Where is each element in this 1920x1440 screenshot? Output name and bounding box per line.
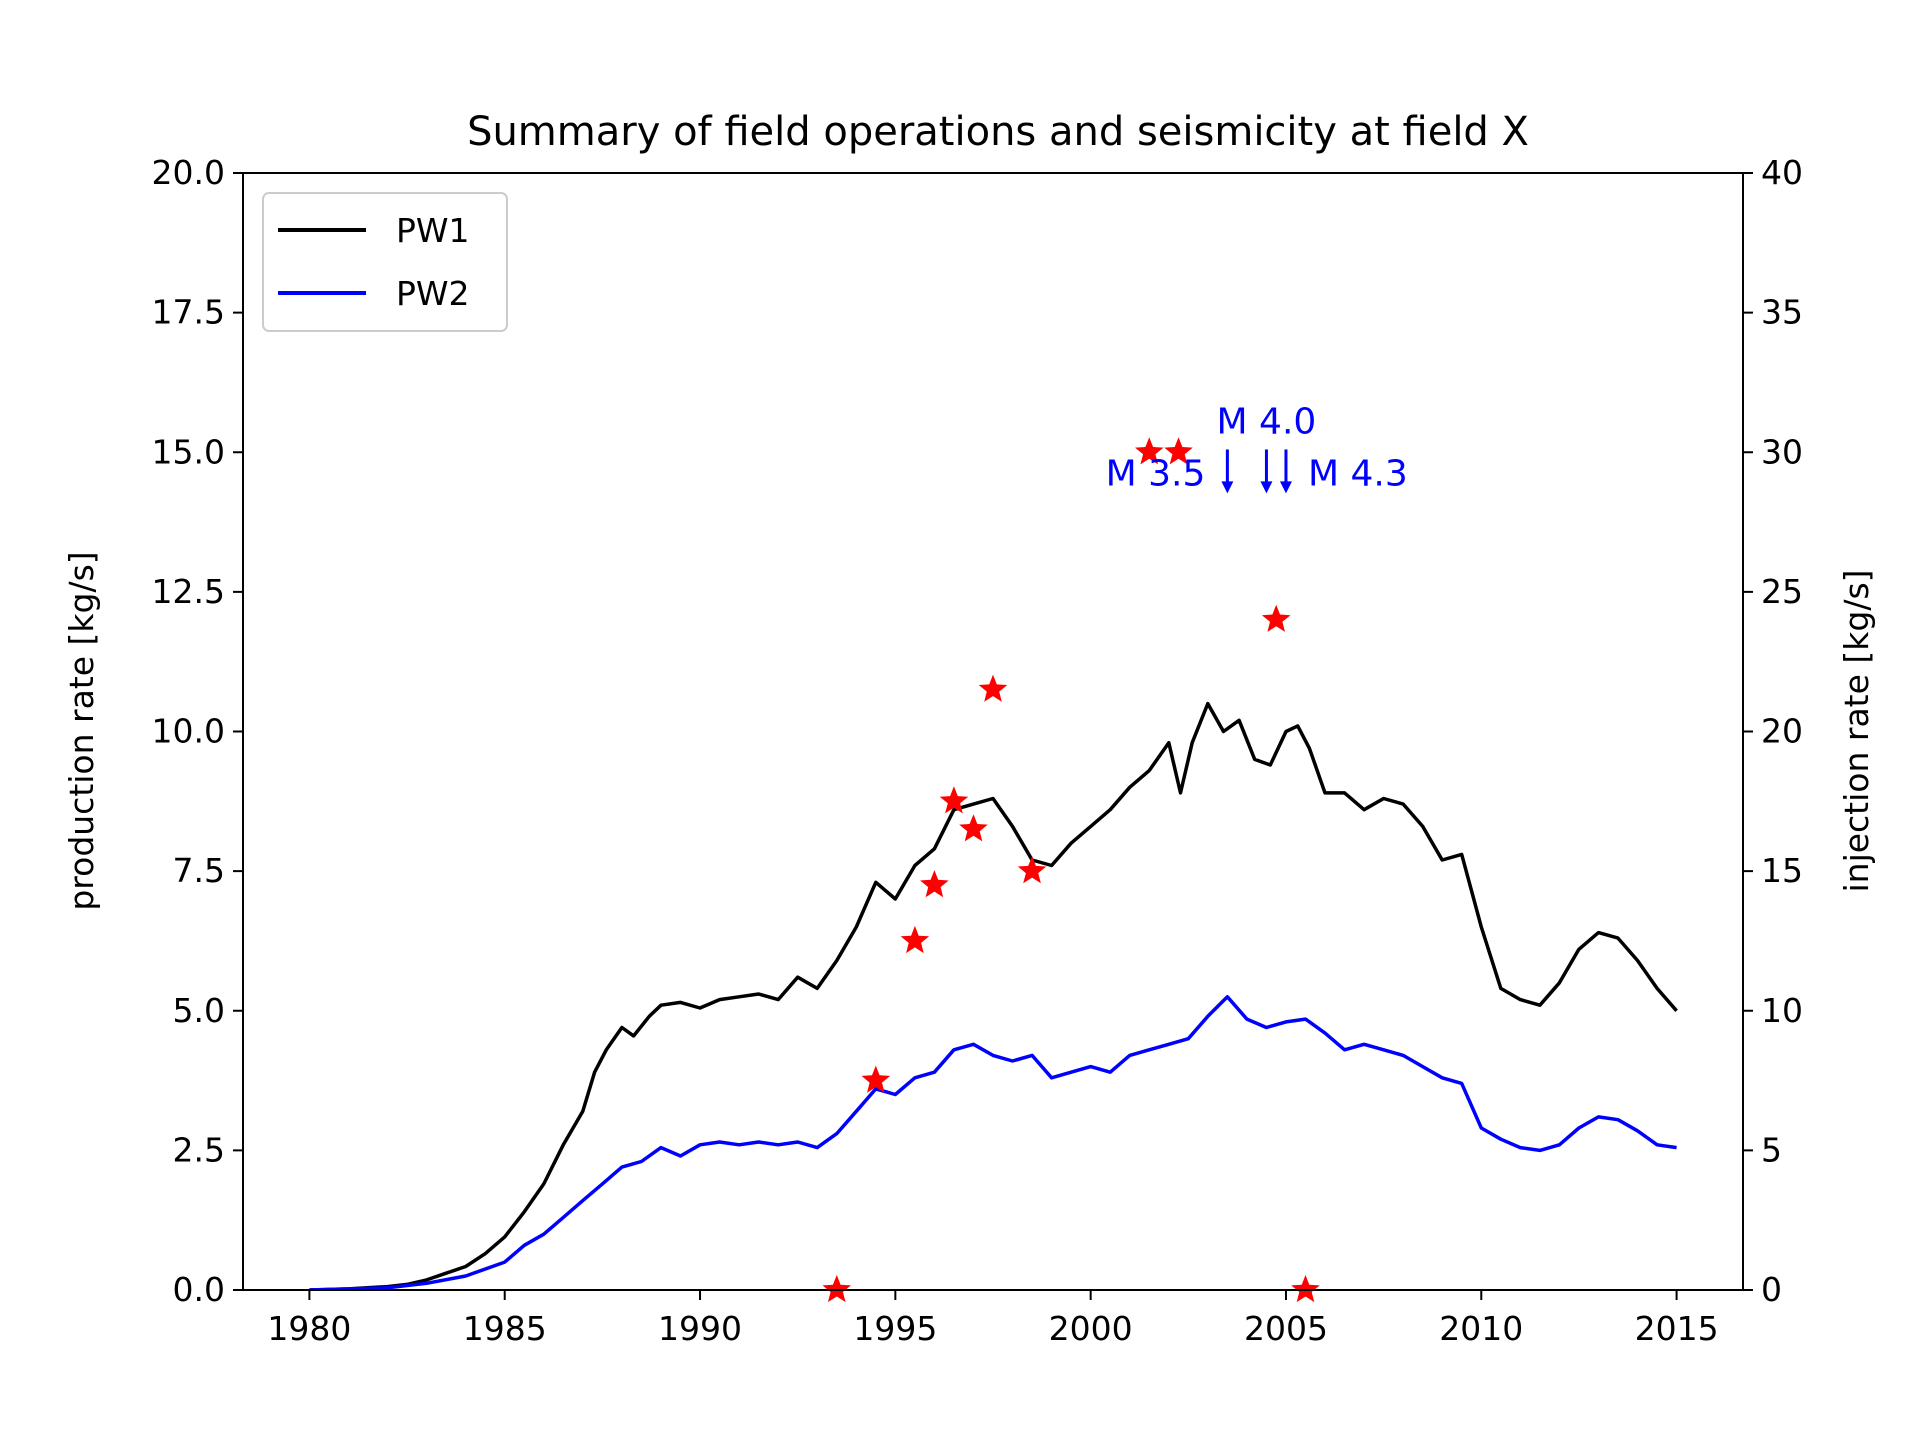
event-star [939, 786, 969, 814]
annotation-label: M 4.0 [1217, 401, 1317, 442]
x-tick-label-1980: 1980 [267, 1309, 351, 1348]
y-tick-label-12.5: 12.5 [152, 572, 225, 611]
x-tick-label-2015: 2015 [1635, 1309, 1719, 1348]
y2-tick-label-30: 30 [1761, 432, 1803, 471]
y-tick-label-20.0: 20.0 [152, 153, 225, 192]
y2-tick-label-40: 40 [1761, 153, 1803, 192]
x-tick-label-2005: 2005 [1244, 1309, 1328, 1348]
series-line-pw1 [309, 701, 1678, 1290]
y-tick-label-7.5: 7.5 [173, 851, 225, 890]
legend-label-pw2: PW2 [396, 274, 470, 313]
plot-frame [242, 172, 1744, 1291]
x-tick-label-1990: 1990 [658, 1309, 742, 1348]
event-star [900, 925, 930, 954]
event-star [1135, 437, 1164, 465]
x-axis: 1980 1985 1990 1995 2000 2005 2010 2015 [267, 1290, 1719, 1348]
x-tick-label-1985: 1985 [463, 1309, 547, 1348]
y2-tick-label-0: 0 [1761, 1270, 1782, 1309]
chart-title: Summary of field operations and seismici… [467, 109, 1529, 155]
x-tick-label-1995: 1995 [853, 1309, 937, 1348]
event-star [920, 870, 949, 898]
event-star [1261, 604, 1291, 632]
event-star [861, 1065, 891, 1093]
y2-tick-label-10: 10 [1761, 991, 1803, 1030]
series-layer [309, 701, 1678, 1290]
y-axis-label: production rate [kg/s] [62, 551, 101, 910]
y2-tick-label-20: 20 [1761, 712, 1803, 751]
event-star [822, 1275, 851, 1303]
y-tick-label-0.0: 0.0 [173, 1270, 225, 1309]
annotation-arrow-head [1221, 481, 1234, 494]
y-tick-label-17.5: 17.5 [152, 293, 225, 332]
y-axis-right: 0 5 10 15 20 25 30 35 40 [1743, 153, 1803, 1309]
y-tick-label-15.0: 15.0 [152, 432, 225, 471]
annotation-layer: M 3.5 M 4.0 M 4.3 [1106, 401, 1408, 494]
legend: PW1 PW2 [262, 192, 508, 332]
event-star [1291, 1275, 1320, 1303]
annotation-arrow-head [1260, 481, 1273, 494]
event-star [1164, 437, 1193, 465]
annotation-label: M 4.3 [1308, 453, 1408, 494]
y-tick-label-5.0: 5.0 [173, 991, 225, 1030]
y-tick-label-2.5: 2.5 [173, 1130, 225, 1169]
annotation-label: M 3.5 [1106, 453, 1206, 494]
event-star [1017, 856, 1047, 884]
y2-axis-label: injection rate [kg/s] [1837, 569, 1876, 892]
y2-tick-label-5: 5 [1761, 1130, 1782, 1169]
series-line-pw2 [309, 995, 1677, 1290]
x-tick-label-2000: 2000 [1049, 1309, 1133, 1348]
event-star [959, 814, 988, 842]
y2-tick-label-35: 35 [1761, 293, 1803, 332]
y2-tick-label-15: 15 [1761, 851, 1803, 890]
y2-tick-label-25: 25 [1761, 572, 1803, 611]
legend-box [262, 192, 508, 332]
legend-label-pw1: PW1 [396, 211, 470, 250]
annotation-arrow-head [1279, 481, 1292, 494]
y-tick-label-10.0: 10.0 [152, 712, 225, 751]
x-tick-label-2010: 2010 [1439, 1309, 1523, 1348]
event-star [978, 674, 1008, 702]
y-axis-left: 0.0 2.5 5.0 7.5 10.0 12.5 15.0 17.5 20.0 [152, 153, 243, 1309]
events-layer [822, 437, 1320, 1303]
